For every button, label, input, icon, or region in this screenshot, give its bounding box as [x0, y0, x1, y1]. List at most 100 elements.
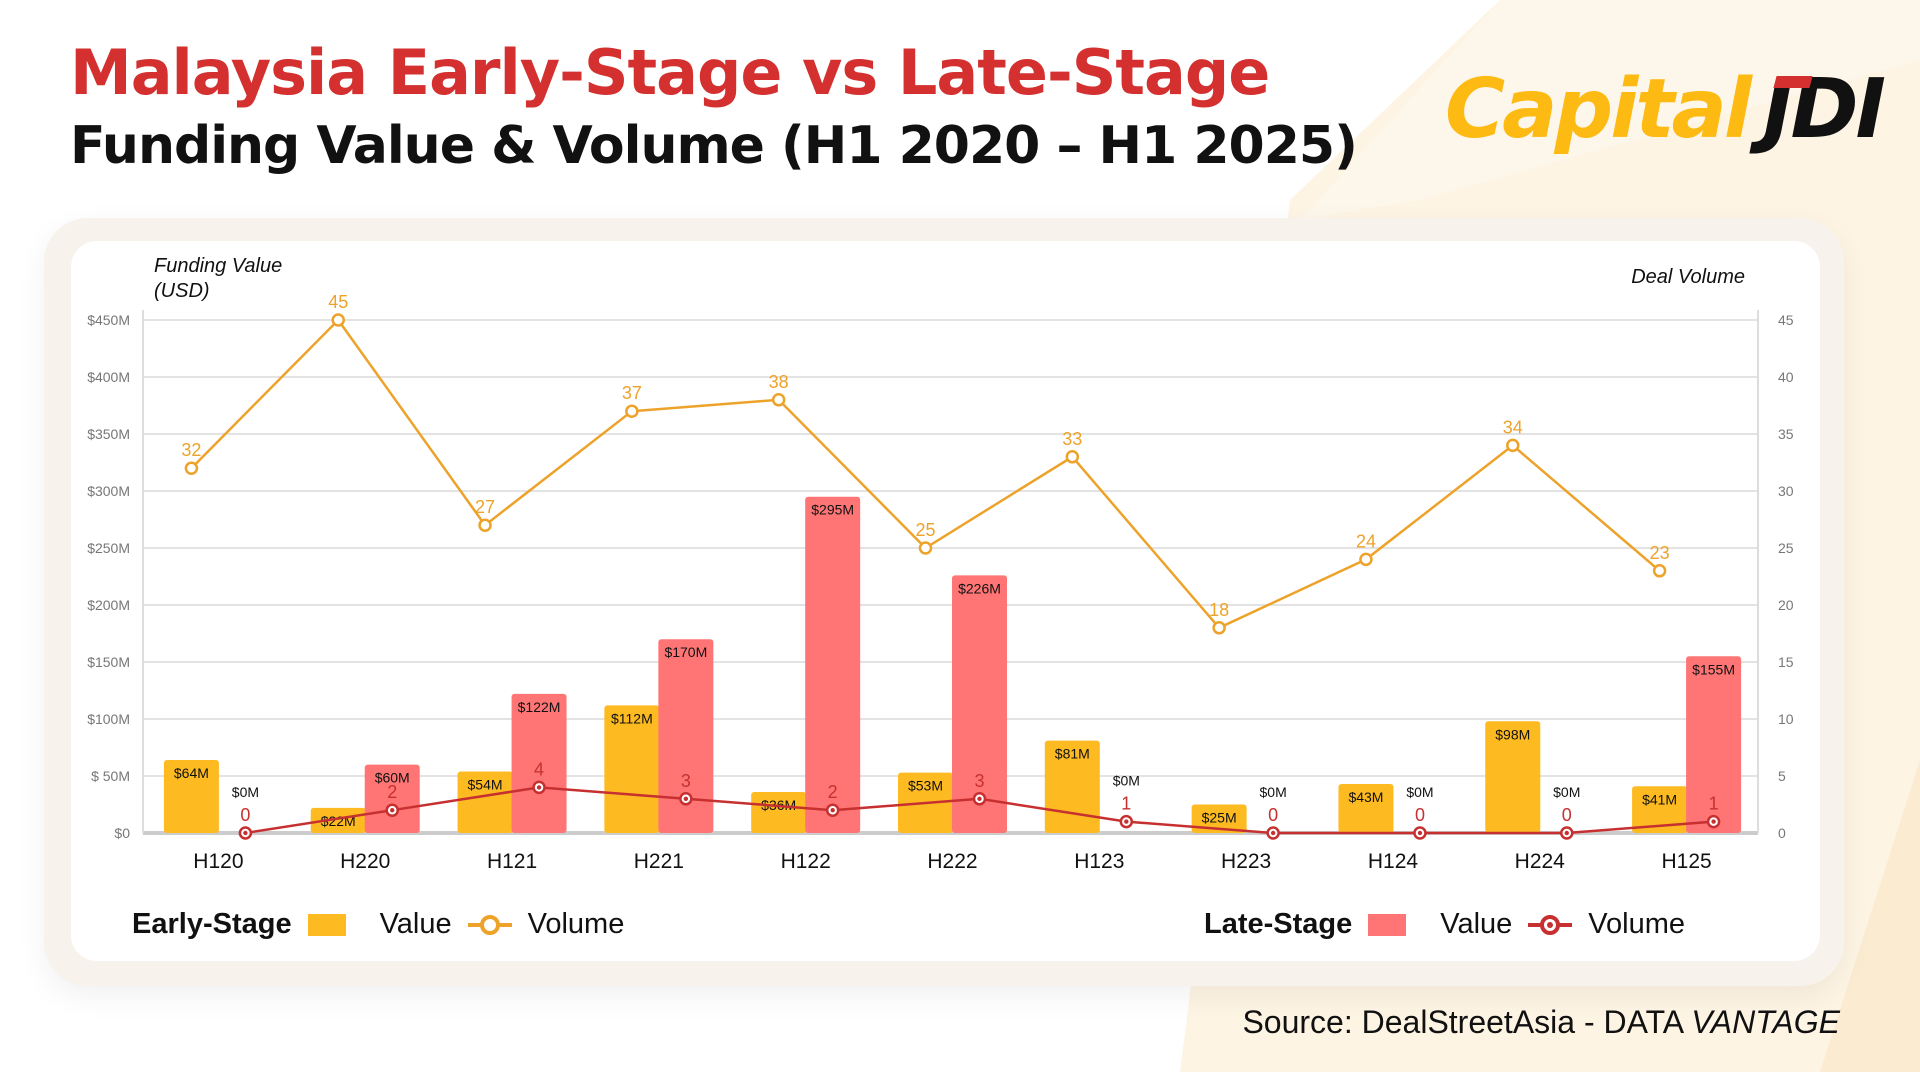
y-right-tick: 0 — [1778, 825, 1786, 841]
legend-early-value-swatch — [307, 913, 346, 936]
y-right-tick: 10 — [1778, 711, 1794, 727]
late-volume-point-dot — [536, 785, 542, 790]
early-volume-label: 18 — [1209, 600, 1229, 620]
y-left-tick: $350M — [87, 426, 130, 442]
legend-late-value-swatch — [1368, 913, 1407, 936]
early-volume-label: 33 — [1062, 429, 1082, 449]
early-volume-point — [1212, 621, 1226, 635]
late-volume-point-dot — [977, 796, 982, 801]
y-left-tick: $300M — [87, 483, 130, 499]
legend-late-value: Value — [1440, 908, 1513, 940]
legend-late-volume-marker-icon — [1528, 914, 1573, 935]
y-right-tick: 35 — [1778, 426, 1794, 442]
bar-early-value — [457, 771, 513, 833]
late-volume-label: 1 — [1709, 794, 1719, 814]
early-volume-label: 27 — [475, 497, 495, 517]
late-volume-label: 2 — [387, 782, 397, 802]
early-volume-label: 34 — [1503, 417, 1523, 437]
late-volume-label: 0 — [240, 805, 250, 825]
bar-late-label: $170M — [664, 644, 707, 660]
bar-early-value — [310, 807, 366, 833]
early-volume-point — [625, 404, 639, 418]
y-left-tick: $400M — [87, 369, 130, 385]
late-volume-label: 3 — [974, 771, 984, 791]
early-volume-point — [1652, 564, 1667, 578]
y-left-tick: $200M — [87, 597, 130, 613]
legend-late: Late-Stage Value Volume — [1204, 908, 1685, 941]
early-volume-point — [478, 518, 492, 532]
early-volume-point — [918, 541, 933, 555]
x-tick: H124 — [1368, 850, 1419, 873]
x-tick: H122 — [781, 850, 831, 873]
early-volume-label: 38 — [769, 372, 789, 392]
y-left-tick: $450M — [87, 312, 130, 328]
late-volume-label: 2 — [828, 782, 838, 802]
early-volume-label: 37 — [622, 383, 642, 403]
late-volume-label: 0 — [1268, 805, 1278, 825]
source-text: Source: DealStreetAsia - DATA — [1242, 1004, 1692, 1040]
source-emphasis: VANTAGE — [1691, 1004, 1840, 1040]
legend-early-label: Early-Stage — [132, 908, 292, 940]
late-volume-point-dot — [1711, 819, 1716, 824]
early-volume-point — [1359, 552, 1373, 567]
bar-late-label: $0M — [1113, 773, 1140, 789]
source-note: Source: DealStreetAsia - DATA VANTAGE — [1242, 1004, 1840, 1041]
x-tick: H120 — [193, 850, 243, 873]
y-right-label: Deal Volume — [1631, 266, 1745, 288]
late-volume-point-dot — [1124, 819, 1129, 824]
y-left-tick: $150M — [87, 654, 130, 670]
x-tick: H121 — [487, 850, 537, 873]
late-volume-point-dot — [243, 830, 248, 836]
legend-early-volume-marker-icon — [467, 914, 512, 935]
bar-late-label: $155M — [1692, 661, 1735, 677]
late-volume-label: 0 — [1562, 805, 1572, 825]
y-left-label-unit: (USD) — [154, 280, 210, 302]
bar-late-label: $0M — [1553, 784, 1580, 800]
bar-early-value — [604, 705, 660, 833]
x-tick: H125 — [1661, 850, 1711, 873]
bar-late-value — [364, 764, 420, 833]
legend-early-value: Value — [379, 908, 452, 940]
bar-early-label: $41M — [1642, 791, 1677, 807]
bar-late-label: $122M — [518, 699, 561, 715]
bar-late-value — [658, 639, 714, 833]
y-right-tick: 5 — [1778, 768, 1786, 784]
bar-late-label: $0M — [1406, 784, 1433, 800]
bar-early-value — [1191, 804, 1247, 833]
bar-late-value — [1686, 656, 1742, 833]
y-left-label: Funding Value — [154, 255, 282, 277]
late-volume-label: 1 — [1121, 794, 1131, 814]
late-volume-point-dot — [683, 796, 689, 801]
bar-early-label: $81M — [1055, 746, 1090, 762]
bar-early-label: $53M — [908, 778, 943, 794]
late-volume-point-dot — [1417, 830, 1423, 836]
x-tick: H223 — [1221, 850, 1271, 873]
y-right-tick: 20 — [1778, 597, 1794, 613]
x-tick: H222 — [927, 850, 977, 873]
late-volume-label: 3 — [681, 771, 691, 791]
late-volume-label: 0 — [1415, 805, 1425, 825]
late-volume-label: 4 — [534, 759, 544, 779]
y-right-tick: 45 — [1778, 312, 1794, 328]
chart-subtitle: Funding Value & Volume (H1 2020 – H1 202… — [70, 116, 1358, 176]
y-right-tick: 40 — [1778, 369, 1794, 385]
bar-early-label: $43M — [1348, 789, 1383, 805]
bar-late-label: $226M — [958, 580, 1001, 596]
late-volume-point-dot — [830, 808, 835, 813]
bar-early-value — [1632, 786, 1688, 833]
x-tick: H221 — [634, 850, 684, 873]
early-volume-point — [1065, 450, 1080, 464]
y-left-tick: $0 — [114, 825, 130, 841]
bar-late-label: $0M — [1260, 784, 1287, 800]
early-volume-line — [190, 318, 1661, 630]
early-volume-label: 23 — [1650, 543, 1670, 563]
bar-late-value — [805, 496, 861, 833]
late-volume-point-dot — [1564, 830, 1569, 836]
bar-early-label: $54M — [468, 776, 503, 792]
early-volume-point — [1506, 438, 1520, 453]
late-volume-point-dot — [1270, 830, 1276, 836]
bar-early-value — [751, 791, 807, 833]
early-volume-label: 32 — [181, 440, 201, 460]
bar-early-label: $112M — [611, 710, 653, 726]
